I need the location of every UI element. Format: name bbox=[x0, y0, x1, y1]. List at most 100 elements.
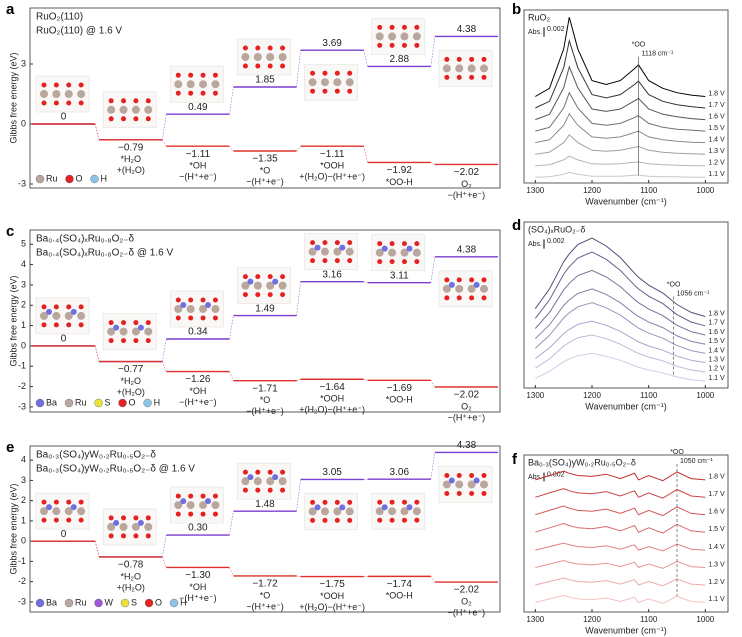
atom bbox=[448, 477, 455, 484]
atom bbox=[200, 493, 206, 499]
atom bbox=[211, 501, 220, 510]
connector bbox=[430, 380, 436, 388]
connector bbox=[296, 281, 301, 316]
step-label: −(H⁺+e⁻) bbox=[246, 176, 284, 186]
step-label: *OH bbox=[189, 161, 206, 171]
atom bbox=[121, 338, 127, 344]
atom bbox=[347, 70, 353, 76]
atom bbox=[108, 98, 114, 104]
atom bbox=[66, 304, 72, 310]
step-label: −(H⁺+e⁻) bbox=[246, 406, 284, 416]
step-label: *H₂O bbox=[120, 376, 141, 386]
atom bbox=[347, 517, 353, 523]
atom bbox=[121, 98, 127, 104]
step-label: +(H₂O) bbox=[117, 582, 145, 592]
spectrum bbox=[535, 155, 706, 167]
atom bbox=[467, 64, 476, 73]
atom bbox=[456, 56, 462, 62]
element-label: H bbox=[180, 597, 187, 607]
atom bbox=[377, 517, 383, 523]
atom bbox=[241, 477, 250, 486]
atom bbox=[53, 304, 59, 310]
value-label: −1.75 bbox=[319, 579, 345, 590]
atom bbox=[175, 72, 181, 78]
plot-frame bbox=[29, 445, 501, 613]
atom bbox=[121, 515, 127, 521]
atom bbox=[322, 258, 328, 264]
atom bbox=[145, 116, 151, 122]
legend-swatch bbox=[35, 174, 45, 184]
atom bbox=[78, 322, 84, 328]
element-label: Ru bbox=[46, 173, 58, 183]
atom bbox=[133, 98, 139, 104]
value-label: −1.11 bbox=[320, 149, 345, 160]
legend-swatch bbox=[64, 598, 74, 608]
atom bbox=[314, 504, 321, 511]
atom bbox=[314, 244, 321, 251]
atom bbox=[53, 517, 59, 523]
atom bbox=[144, 327, 153, 336]
connector bbox=[229, 86, 234, 115]
atom bbox=[310, 258, 316, 264]
scale-bar-label: Abs. bbox=[528, 474, 542, 481]
value-label: 4.38 bbox=[457, 244, 477, 255]
atom bbox=[377, 42, 383, 48]
atom bbox=[280, 292, 286, 298]
atom bbox=[480, 284, 488, 293]
atom bbox=[280, 63, 286, 69]
connector bbox=[229, 146, 234, 152]
atom bbox=[280, 274, 286, 280]
connector bbox=[430, 162, 435, 165]
step-label: −(H⁺+e⁻) bbox=[179, 172, 217, 182]
atom bbox=[455, 284, 464, 293]
atom bbox=[121, 533, 127, 539]
atom bbox=[188, 315, 194, 321]
connector bbox=[363, 379, 368, 381]
atom bbox=[212, 315, 218, 321]
step-label: *OO-H bbox=[386, 591, 413, 601]
spectrum bbox=[534, 251, 706, 327]
legend-entry: RuO₂(110) bbox=[36, 12, 83, 23]
atom bbox=[41, 304, 47, 310]
value-label: 0 bbox=[61, 529, 67, 540]
value-label: 3.06 bbox=[390, 467, 410, 478]
legend-entry: RuO₂(110) @ 1.6 V bbox=[36, 26, 122, 37]
atom bbox=[467, 480, 476, 489]
atom bbox=[481, 277, 487, 283]
series-label: 1.8 V bbox=[708, 474, 725, 481]
x-tick-label: 1100 bbox=[640, 186, 658, 195]
atom bbox=[401, 259, 407, 265]
atom bbox=[46, 308, 52, 315]
atom bbox=[322, 240, 328, 246]
atom bbox=[199, 501, 208, 510]
peak-label: 1056 cm⁻¹ bbox=[677, 290, 711, 297]
spectrum bbox=[535, 320, 706, 364]
atom bbox=[266, 477, 275, 486]
atom bbox=[456, 295, 462, 301]
atom bbox=[205, 498, 212, 505]
atom bbox=[255, 274, 261, 280]
scale-bar-value: 0.002 bbox=[547, 238, 565, 245]
atom bbox=[320, 247, 329, 256]
step-label: *O bbox=[260, 165, 271, 175]
atom bbox=[137, 519, 144, 526]
connector bbox=[94, 541, 100, 557]
atom bbox=[113, 519, 120, 526]
atom bbox=[241, 53, 250, 61]
atom bbox=[444, 490, 450, 496]
series-label: 1.3 V bbox=[708, 561, 725, 568]
atom bbox=[200, 511, 206, 517]
value-label: −1.71 bbox=[252, 383, 278, 394]
panel-letter: f bbox=[512, 451, 518, 468]
atom bbox=[381, 245, 388, 252]
atom bbox=[242, 469, 248, 475]
value-label: −1.69 bbox=[387, 383, 413, 394]
atom bbox=[255, 469, 261, 475]
connector bbox=[94, 345, 100, 362]
atom bbox=[175, 511, 181, 517]
atom bbox=[469, 472, 475, 478]
atom bbox=[339, 504, 346, 511]
atom bbox=[347, 88, 353, 94]
element-label: O bbox=[76, 173, 83, 183]
atom bbox=[40, 311, 48, 320]
